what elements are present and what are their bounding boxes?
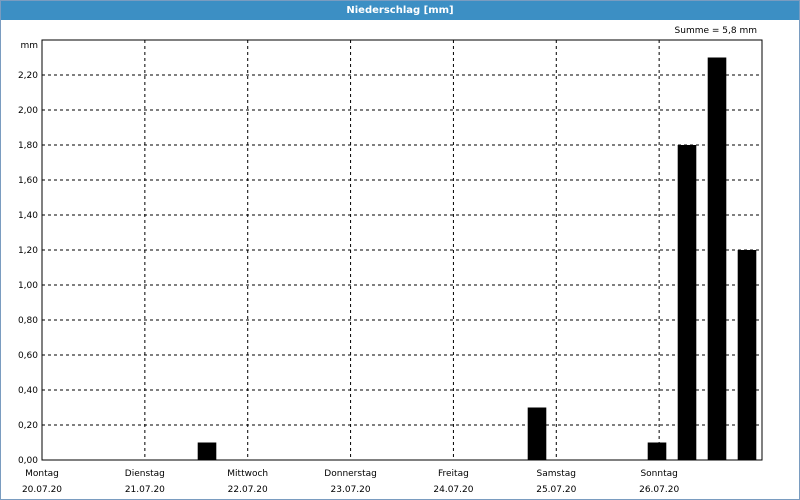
x-tick-day: Donnerstag bbox=[324, 469, 377, 479]
bar bbox=[677, 145, 697, 460]
y-tick-label: 1,40 bbox=[18, 211, 38, 221]
y-tick-label: 1,80 bbox=[18, 141, 38, 151]
x-tick-day: Dienstag bbox=[125, 469, 165, 479]
x-tick-date: 20.07.20 bbox=[22, 485, 62, 495]
plot-area bbox=[41, 39, 763, 461]
x-tick-day: Montag bbox=[25, 469, 59, 479]
y-tick-label: 0,40 bbox=[18, 386, 38, 396]
y-tick-label: 0,00 bbox=[18, 456, 38, 466]
sum-label: Summe = 5,8 mm bbox=[674, 26, 757, 36]
bar bbox=[197, 442, 217, 460]
y-tick-label: 1,60 bbox=[18, 176, 38, 186]
x-tick-day: Mittwoch bbox=[227, 469, 268, 479]
bar bbox=[707, 57, 727, 460]
y-tick-label: 1,20 bbox=[18, 246, 38, 256]
chart-title: Niederschlag [mm] bbox=[1, 1, 799, 20]
x-tick-date: 25.07.20 bbox=[536, 485, 576, 495]
x-tick-date: 23.07.20 bbox=[331, 485, 371, 495]
y-tick-label: 0,80 bbox=[18, 316, 38, 326]
x-tick-date: 21.07.20 bbox=[125, 485, 165, 495]
x-tick-date: 24.07.20 bbox=[433, 485, 473, 495]
y-tick-label: 2,20 bbox=[18, 71, 38, 81]
x-tick-day: Freitag bbox=[438, 469, 469, 479]
y-tick-label: 0,60 bbox=[18, 351, 38, 361]
x-tick-date: 26.07.20 bbox=[639, 485, 679, 495]
bar bbox=[737, 250, 757, 460]
x-tick-date: 22.07.20 bbox=[228, 485, 268, 495]
y-tick-label: 1,00 bbox=[18, 281, 38, 291]
bar bbox=[647, 442, 667, 460]
x-tick-day: Samstag bbox=[537, 469, 576, 479]
y-tick-label: 0,20 bbox=[18, 421, 38, 431]
y-tick-label: 2,00 bbox=[18, 106, 38, 116]
x-tick-day: Sonntag bbox=[640, 469, 677, 479]
bar bbox=[527, 407, 547, 460]
y-axis-label: mm bbox=[20, 41, 38, 51]
